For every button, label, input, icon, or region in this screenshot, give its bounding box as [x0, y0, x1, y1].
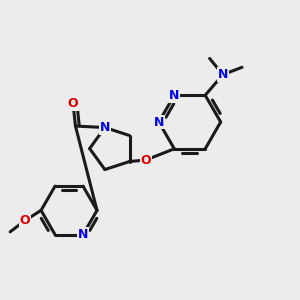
Text: N: N	[169, 89, 179, 102]
Text: O: O	[68, 98, 78, 110]
Text: O: O	[140, 154, 151, 166]
Text: N: N	[78, 228, 88, 241]
Text: N: N	[154, 116, 164, 128]
Text: N: N	[100, 121, 110, 134]
Text: N: N	[218, 68, 228, 81]
Text: O: O	[20, 214, 30, 227]
